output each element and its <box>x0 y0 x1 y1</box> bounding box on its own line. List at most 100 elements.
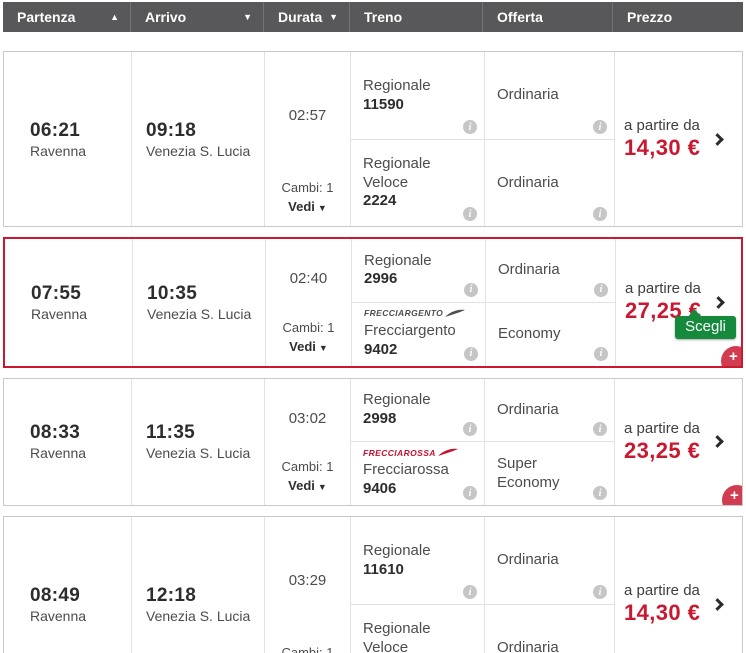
sort-asc-icon: ▲ <box>110 12 119 22</box>
train-cell: FRECCIARGENTO Frecciargento 9402 i <box>352 303 485 366</box>
train-cell: Regionale 2996 i <box>352 239 485 302</box>
info-icon[interactable]: i <box>463 120 477 134</box>
offer-name: Super Economy <box>497 454 560 491</box>
train-type: Regionale <box>364 251 432 269</box>
duration-value: 03:02 <box>288 409 327 427</box>
column-header-offerta[interactable]: Offerta <box>482 2 612 32</box>
train-type: Frecciarossa <box>363 461 449 479</box>
offer-name: Ordinaria <box>497 400 559 418</box>
price-amount: 14,30 € <box>624 135 701 160</box>
train-type: Regionale <box>363 391 431 409</box>
departure-cell: 06:21 Ravenna <box>4 52 131 226</box>
train-brand-name: FRECCIARGENTO <box>364 308 444 319</box>
train-number: 11590 <box>363 95 404 113</box>
train-type: Regionale <box>363 541 431 559</box>
column-header-label: Durata <box>278 9 323 25</box>
train-cell: Regionale 2998 i <box>351 379 484 442</box>
train-segment: Regionale 11590 i Ordinaria i <box>351 52 614 139</box>
train-number: 9402 <box>364 340 398 358</box>
column-header-label: Partenza <box>17 9 76 25</box>
arrival-time: 12:18 <box>146 584 197 606</box>
column-header-treno[interactable]: Treno <box>349 2 482 32</box>
chevron-right-icon <box>711 597 725 611</box>
arrival-cell: 12:18 Venezia S. Lucia <box>131 517 264 653</box>
info-icon[interactable]: i <box>463 422 477 437</box>
sort-desc-icon: ▼ <box>243 12 252 22</box>
info-icon[interactable]: i <box>463 585 477 599</box>
info-icon[interactable]: i <box>593 486 607 500</box>
sort-desc-icon: ▼ <box>329 12 338 22</box>
arrival-time: 11:35 <box>146 422 196 444</box>
train-result-row[interactable]: 06:21 Ravenna 09:18 Venezia S. Lucia 02:… <box>3 51 743 227</box>
chevron-down-icon: ▼ <box>317 203 327 214</box>
duration-cell: 02:57 Cambi: 1 Vedi ▼ <box>264 52 350 226</box>
train-segment: Regionale 2998 i Ordinaria i <box>351 378 614 442</box>
train-result-row[interactable]: 08:49 Ravenna 12:18 Venezia S. Lucia 03:… <box>3 516 743 653</box>
changes-count: Cambi: 1 <box>281 645 334 653</box>
arrival-time: 09:18 <box>146 119 197 141</box>
info-icon[interactable]: i <box>463 207 477 221</box>
train-brand-logo: FRECCIARGENTO <box>364 309 473 318</box>
offer-cell: Ordinaria i <box>484 52 614 139</box>
info-icon[interactable]: i <box>464 282 478 297</box>
scegli-button[interactable]: Scegli <box>675 309 736 340</box>
column-header-label: Prezzo <box>627 9 673 25</box>
price-cell[interactable]: a partire da 14,30 € <box>614 52 742 226</box>
plus-badge[interactable]: + <box>722 485 742 506</box>
price-prefix: a partire da <box>624 582 700 599</box>
info-icon[interactable]: i <box>594 282 608 297</box>
see-changes-label: Vedi <box>288 478 315 494</box>
info-icon[interactable]: i <box>464 346 478 361</box>
departure-cell: 07:55 Ravenna <box>5 239 132 366</box>
info-icon[interactable]: i <box>594 346 608 361</box>
offer-cell: Ordinaria i <box>484 605 614 653</box>
see-changes-label: Vedi <box>289 338 316 354</box>
segments-cell: Regionale 2996 i Ordinaria i FRECCIARGEN… <box>351 239 615 366</box>
offer-cell: Ordinaria i <box>485 239 615 302</box>
train-segment: Regionale 11610 i Ordinaria i <box>351 517 614 604</box>
column-header-durata[interactable]: Durata ▼ <box>263 2 349 32</box>
price-cell[interactable]: a partire da 14,30 € <box>614 517 742 653</box>
offer-cell: Super Economy i <box>484 442 614 505</box>
see-changes-button[interactable]: Vedi ▼ <box>281 198 333 217</box>
train-cell: Regionale Veloce 2230 i <box>351 605 484 653</box>
train-type: Regionale <box>363 76 431 94</box>
train-result-row[interactable]: 08:33 Ravenna 11:35 Venezia S. Lucia 03:… <box>3 377 743 506</box>
column-header-arrivo[interactable]: Arrivo ▼ <box>130 2 263 32</box>
info-icon[interactable]: i <box>463 486 477 500</box>
duration-value: 02:40 <box>289 270 328 288</box>
column-header-partenza[interactable]: Partenza ▲ <box>3 2 130 32</box>
train-result-row[interactable]: 07:55 Ravenna 10:35 Venezia S. Lucia 02:… <box>3 237 743 368</box>
price-prefix: a partire da <box>625 280 701 298</box>
arrival-cell: 11:35 Venezia S. Lucia <box>131 378 264 505</box>
offer-cell: Ordinaria i <box>484 378 614 442</box>
arrival-station: Venezia S. Lucia <box>146 142 251 159</box>
chevron-down-icon: ▼ <box>317 482 327 493</box>
segments-cell: Regionale 11590 i Ordinaria i Regionale … <box>350 52 614 226</box>
train-type: Frecciargento <box>364 321 456 339</box>
chevron-down-icon: ▼ <box>318 342 328 353</box>
see-changes-button[interactable]: Vedi ▼ <box>282 338 334 357</box>
changes-count: Cambi: 1 <box>281 180 334 196</box>
info-icon[interactable]: i <box>593 120 607 134</box>
changes-info: Cambi: 1 Vedi▼ <box>281 644 333 653</box>
arrival-time: 10:35 <box>147 282 198 304</box>
train-cell: Regionale 11610 i <box>351 517 484 604</box>
price-cell[interactable]: a partire da 23,25 € + <box>614 378 742 506</box>
duration-value: 02:57 <box>288 107 327 125</box>
train-segment: Regionale 2996 i Ordinaria i <box>352 239 615 302</box>
price-amount: 23,25 € <box>624 437 701 463</box>
price-cell[interactable]: a partire da 27,25 € Scegli + <box>615 239 741 366</box>
train-segment: Regionale Veloce 2224 i Ordinaria i <box>351 139 614 226</box>
train-brand-name: FRECCIAROSSA <box>363 447 436 458</box>
price-block: a partire da 14,30 € <box>624 582 700 626</box>
train-brand-logo: FRECCIAROSSA <box>363 448 472 457</box>
info-icon[interactable]: i <box>593 422 607 437</box>
column-header-prezzo[interactable]: Prezzo <box>612 2 743 32</box>
see-changes-button[interactable]: Vedi ▼ <box>281 477 333 496</box>
column-header-label: Arrivo <box>145 9 187 25</box>
train-type: Regionale Veloce <box>363 619 431 653</box>
info-icon[interactable]: i <box>593 585 607 599</box>
plus-badge[interactable]: + <box>721 345 741 366</box>
info-icon[interactable]: i <box>593 207 607 221</box>
